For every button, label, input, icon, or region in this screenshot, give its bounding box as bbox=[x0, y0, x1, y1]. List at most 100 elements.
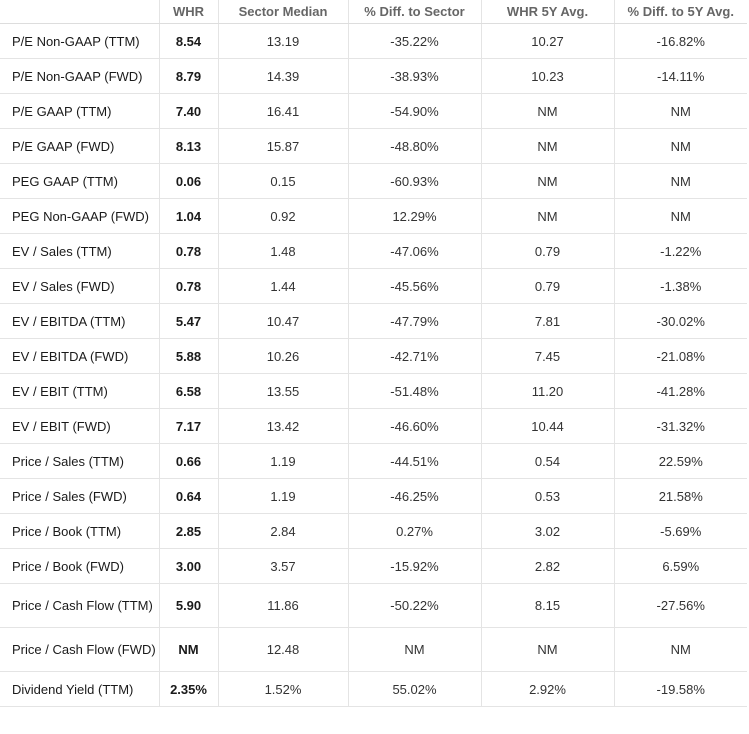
header-diff-to-sector: % Diff. to Sector bbox=[347, 0, 481, 24]
sector-median-value: 10.47 bbox=[217, 303, 348, 339]
table-row: Price / Sales (TTM) 0.66 1.19 -44.51% 0.… bbox=[0, 443, 747, 479]
whr-5y-avg-value: 10.44 bbox=[480, 408, 614, 444]
sector-median-value: 1.52% bbox=[217, 671, 348, 707]
metric-label: EV / Sales (TTM) bbox=[0, 233, 159, 269]
diff-to-5y-avg-value: -31.32% bbox=[613, 408, 747, 444]
diff-to-5y-avg-value: -1.22% bbox=[613, 233, 747, 269]
table-row: EV / EBIT (FWD) 7.17 13.42 -46.60% 10.44… bbox=[0, 408, 747, 444]
whr-value: 8.79 bbox=[158, 58, 218, 94]
table-row: P/E GAAP (FWD) 8.13 15.87 -48.80% NM NM bbox=[0, 128, 747, 164]
table-row: EV / Sales (FWD) 0.78 1.44 -45.56% 0.79 … bbox=[0, 268, 747, 304]
diff-to-sector-value: -38.93% bbox=[347, 58, 481, 94]
diff-to-sector-value: 12.29% bbox=[347, 198, 481, 234]
table-row: Price / Book (FWD) 3.00 3.57 -15.92% 2.8… bbox=[0, 548, 747, 584]
diff-to-5y-avg-value: -16.82% bbox=[613, 23, 747, 59]
whr-value: 0.78 bbox=[158, 268, 218, 304]
sector-median-value: 12.48 bbox=[217, 627, 348, 672]
whr-5y-avg-value: NM bbox=[480, 627, 614, 672]
diff-to-5y-avg-value: NM bbox=[613, 128, 747, 164]
whr-5y-avg-value: 2.82 bbox=[480, 548, 614, 584]
diff-to-5y-avg-value: -30.02% bbox=[613, 303, 747, 339]
metric-label: EV / Sales (FWD) bbox=[0, 268, 159, 304]
sector-median-value: 1.19 bbox=[217, 443, 348, 479]
sector-median-value: 1.19 bbox=[217, 478, 348, 514]
metric-label: Dividend Yield (TTM) bbox=[0, 671, 159, 707]
diff-to-sector-value: -44.51% bbox=[347, 443, 481, 479]
table-row: Price / Sales (FWD) 0.64 1.19 -46.25% 0.… bbox=[0, 478, 747, 514]
diff-to-5y-avg-value: -41.28% bbox=[613, 373, 747, 409]
whr-5y-avg-value: NM bbox=[480, 163, 614, 199]
whr-5y-avg-value: 2.92% bbox=[480, 671, 614, 707]
metric-label: Price / Sales (TTM) bbox=[0, 443, 159, 479]
whr-value: 8.54 bbox=[158, 23, 218, 59]
table-row: EV / EBITDA (TTM) 5.47 10.47 -47.79% 7.8… bbox=[0, 303, 747, 339]
whr-5y-avg-value: 0.79 bbox=[480, 233, 614, 269]
whr-value: 2.85 bbox=[158, 513, 218, 549]
sector-median-value: 0.15 bbox=[217, 163, 348, 199]
sector-median-value: 16.41 bbox=[217, 93, 348, 129]
header-metric bbox=[0, 0, 159, 24]
metric-label: Price / Book (TTM) bbox=[0, 513, 159, 549]
table-row: EV / EBIT (TTM) 6.58 13.55 -51.48% 11.20… bbox=[0, 373, 747, 409]
whr-value: 7.17 bbox=[158, 408, 218, 444]
table-row: P/E Non-GAAP (FWD) 8.79 14.39 -38.93% 10… bbox=[0, 58, 747, 94]
whr-5y-avg-value: 7.81 bbox=[480, 303, 614, 339]
diff-to-sector-value: -54.90% bbox=[347, 93, 481, 129]
diff-to-5y-avg-value: 21.58% bbox=[613, 478, 747, 514]
diff-to-5y-avg-value: 6.59% bbox=[613, 548, 747, 584]
diff-to-sector-value: NM bbox=[347, 627, 481, 672]
metric-label: EV / EBIT (FWD) bbox=[0, 408, 159, 444]
whr-5y-avg-value: NM bbox=[480, 198, 614, 234]
whr-value: 6.58 bbox=[158, 373, 218, 409]
table-header-row: WHR Sector Median % Diff. to Sector WHR … bbox=[0, 0, 747, 24]
table-row: Dividend Yield (TTM) 2.35% 1.52% 55.02% … bbox=[0, 671, 747, 707]
diff-to-sector-value: -46.25% bbox=[347, 478, 481, 514]
whr-value: 0.64 bbox=[158, 478, 218, 514]
metric-label: Price / Sales (FWD) bbox=[0, 478, 159, 514]
whr-5y-avg-value: 10.23 bbox=[480, 58, 614, 94]
diff-to-5y-avg-value: -14.11% bbox=[613, 58, 747, 94]
whr-value: 2.35% bbox=[158, 671, 218, 707]
whr-5y-avg-value: 7.45 bbox=[480, 338, 614, 374]
whr-value: 5.90 bbox=[158, 583, 218, 628]
header-whr: WHR bbox=[158, 0, 218, 24]
metric-label: EV / EBITDA (TTM) bbox=[0, 303, 159, 339]
diff-to-sector-value: 0.27% bbox=[347, 513, 481, 549]
whr-value: 8.13 bbox=[158, 128, 218, 164]
metric-label: P/E GAAP (TTM) bbox=[0, 93, 159, 129]
diff-to-sector-value: -45.56% bbox=[347, 268, 481, 304]
metric-label: Price / Book (FWD) bbox=[0, 548, 159, 584]
sector-median-value: 14.39 bbox=[217, 58, 348, 94]
sector-median-value: 10.26 bbox=[217, 338, 348, 374]
metric-label: Price / Cash Flow (TTM) bbox=[0, 583, 159, 628]
diff-to-5y-avg-value: 22.59% bbox=[613, 443, 747, 479]
whr-5y-avg-value: 3.02 bbox=[480, 513, 614, 549]
valuation-table: WHR Sector Median % Diff. to Sector WHR … bbox=[0, 0, 747, 707]
whr-value: 0.66 bbox=[158, 443, 218, 479]
whr-5y-avg-value: 11.20 bbox=[480, 373, 614, 409]
whr-5y-avg-value: 0.54 bbox=[480, 443, 614, 479]
diff-to-sector-value: -46.60% bbox=[347, 408, 481, 444]
table-row: PEG GAAP (TTM) 0.06 0.15 -60.93% NM NM bbox=[0, 163, 747, 199]
metric-label: Price / Cash Flow (FWD) bbox=[0, 627, 159, 672]
whr-value: 5.88 bbox=[158, 338, 218, 374]
sector-median-value: 13.55 bbox=[217, 373, 348, 409]
sector-median-value: 13.42 bbox=[217, 408, 348, 444]
diff-to-5y-avg-value: -19.58% bbox=[613, 671, 747, 707]
diff-to-sector-value: -48.80% bbox=[347, 128, 481, 164]
diff-to-5y-avg-value: NM bbox=[613, 93, 747, 129]
table-row: PEG Non-GAAP (FWD) 1.04 0.92 12.29% NM N… bbox=[0, 198, 747, 234]
metric-label: PEG Non-GAAP (FWD) bbox=[0, 198, 159, 234]
diff-to-5y-avg-value: -1.38% bbox=[613, 268, 747, 304]
metric-label: P/E GAAP (FWD) bbox=[0, 128, 159, 164]
whr-value: 1.04 bbox=[158, 198, 218, 234]
diff-to-sector-value: -60.93% bbox=[347, 163, 481, 199]
whr-value: 5.47 bbox=[158, 303, 218, 339]
table-row: Price / Cash Flow (FWD) NM 12.48 NM NM N… bbox=[0, 627, 747, 672]
sector-median-value: 13.19 bbox=[217, 23, 348, 59]
header-whr-5y-avg: WHR 5Y Avg. bbox=[480, 0, 614, 24]
metric-label: P/E Non-GAAP (TTM) bbox=[0, 23, 159, 59]
metric-label: PEG GAAP (TTM) bbox=[0, 163, 159, 199]
whr-5y-avg-value: NM bbox=[480, 128, 614, 164]
diff-to-5y-avg-value: NM bbox=[613, 627, 747, 672]
